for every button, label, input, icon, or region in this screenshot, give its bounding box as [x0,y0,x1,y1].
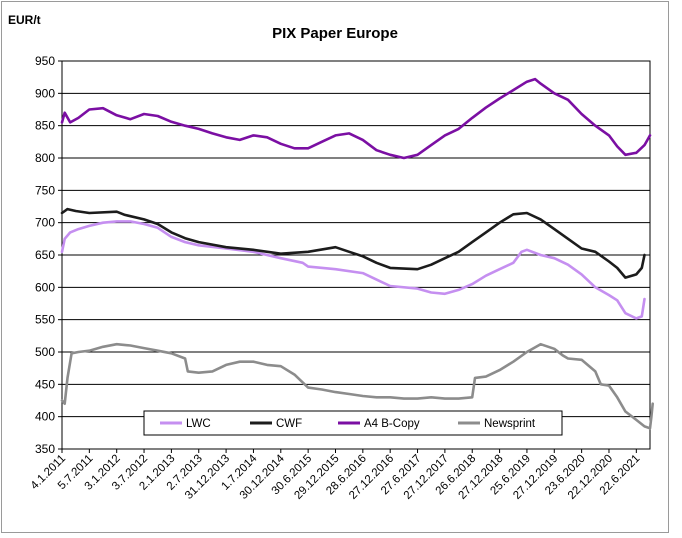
y-axis-label: EUR/t [8,13,41,27]
y-tick-label: 600 [35,280,55,294]
y-tick-label: 750 [35,183,55,197]
series-line-lwc [60,220,646,320]
chart-frame: 350 400 450 500 550 600 650 700 750 800 850 900 950 … [1,1,669,533]
y-tick-label: 550 [35,313,55,327]
legend-label: Newsprint [484,418,536,430]
legend-label: CWF [276,418,302,430]
series-lines [60,77,654,430]
y-tick-label: 800 [35,151,55,165]
y-axis-ticks: 350 400 450 500 550 600 650 700 750 800 850 900 950 [35,54,62,456]
legend: LWC CWF A4 B-Copy Newsprint [143,410,563,436]
line-chart: 350400450500550600650700750800850900950 … [8,13,654,502]
series-line-newsprint [60,342,654,430]
y-tick-label: 900 [35,86,55,100]
y-tick-label: 700 [35,216,55,230]
y-tick-label: 400 [35,410,55,424]
x-axis-ticks: 4.1.20115.7.20113.1.20123.7.20122.1.2013… [29,449,642,502]
y-tick-label: 450 [35,377,55,391]
series-line-cwf [60,207,646,279]
series-line-a4-b-copy [60,77,652,160]
y-tick-label: 500 [35,345,55,359]
legend-label: LWC [186,418,211,430]
y-tick-label: 650 [35,248,55,262]
legend-label: A4 B-Copy [364,418,420,430]
y-tick-label: 950 [35,54,55,68]
chart-title: PIX Paper Europe [272,25,398,42]
y-tick-label: 350 [35,442,55,456]
y-tick-label: 850 [35,119,55,133]
